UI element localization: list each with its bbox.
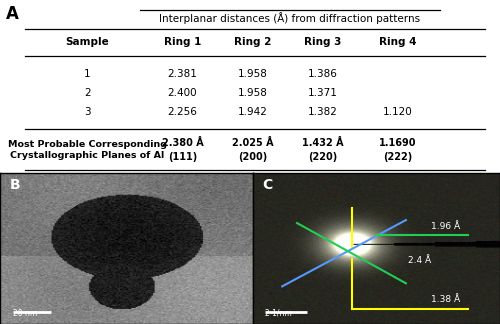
Text: 20 nm: 20 nm	[12, 309, 37, 318]
Text: Sample: Sample	[66, 38, 110, 48]
Text: 1.942: 1.942	[238, 107, 268, 117]
Text: 1.38 Å: 1.38 Å	[430, 295, 460, 305]
Text: 2 1/nm: 2 1/nm	[265, 309, 291, 318]
Text: 1.382: 1.382	[308, 107, 338, 117]
Text: Ring 2: Ring 2	[234, 38, 271, 48]
Text: A: A	[6, 5, 19, 23]
Text: 1.958: 1.958	[238, 88, 268, 98]
Text: C: C	[262, 178, 272, 192]
Text: 1.120: 1.120	[382, 107, 412, 117]
Text: B: B	[10, 178, 20, 192]
Text: 1.371: 1.371	[308, 88, 338, 98]
Text: 2.381: 2.381	[168, 69, 198, 79]
Text: Ring 1: Ring 1	[164, 38, 201, 48]
Text: 1.1690
(222): 1.1690 (222)	[379, 138, 416, 162]
Text: 1: 1	[84, 69, 91, 79]
Text: 2.256: 2.256	[168, 107, 198, 117]
Text: 3: 3	[84, 107, 91, 117]
Text: 2.380 Å
(111): 2.380 Å (111)	[162, 138, 203, 162]
Text: Ring 4: Ring 4	[379, 38, 416, 48]
Text: Interplanar distances (Å) from diffraction patterns: Interplanar distances (Å) from diffracti…	[160, 12, 420, 24]
Text: 1.958: 1.958	[238, 69, 268, 79]
Text: 1.96 Å: 1.96 Å	[430, 222, 460, 231]
Text: 1.386: 1.386	[308, 69, 338, 79]
Text: 2.025 Å
(200): 2.025 Å (200)	[232, 138, 274, 162]
Text: 2.400: 2.400	[168, 88, 198, 98]
Text: 1.432 Å
(220): 1.432 Å (220)	[302, 138, 344, 162]
Text: 2.4 Å: 2.4 Å	[408, 256, 432, 265]
Text: Ring 3: Ring 3	[304, 38, 341, 48]
Text: 2: 2	[84, 88, 91, 98]
Text: Most Probable Corresponding
Crystallographic Planes of Al: Most Probable Corresponding Crystallogra…	[8, 140, 167, 160]
